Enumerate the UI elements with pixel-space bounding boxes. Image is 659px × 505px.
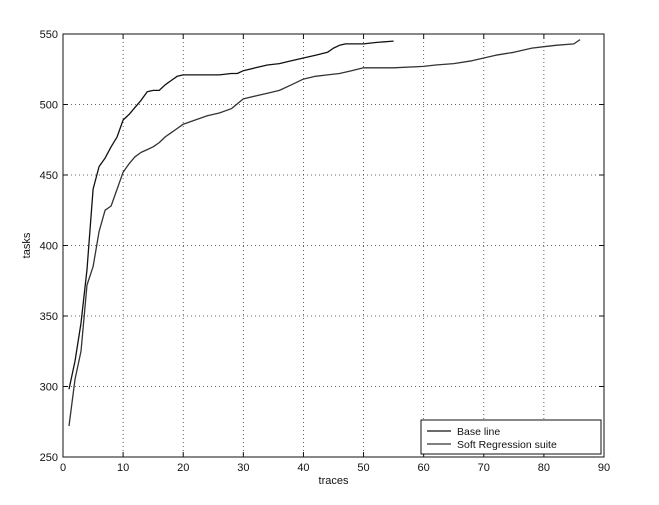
legend-label-base-line: Base line bbox=[457, 426, 500, 438]
x-tick-label: 60 bbox=[418, 462, 430, 474]
series-line-soft-regression-suite bbox=[68, 39, 581, 427]
x-tick-label: 50 bbox=[357, 462, 369, 474]
y-tick-label: 400 bbox=[40, 241, 58, 253]
x-tick-label: 40 bbox=[297, 462, 309, 474]
series-line-base-line bbox=[68, 40, 394, 390]
y-tick-label: 450 bbox=[40, 170, 58, 182]
legend-label-soft-regression-suite: Soft Regression suite bbox=[457, 439, 557, 451]
legend: Base line Soft Regression suite bbox=[420, 419, 602, 455]
y-axis-label: tasks bbox=[21, 232, 33, 258]
legend-box bbox=[420, 419, 602, 455]
grid-layer bbox=[63, 34, 604, 457]
x-tick-label: 0 bbox=[60, 462, 66, 474]
x-tick-label: 70 bbox=[478, 462, 490, 474]
y-tick-label: 350 bbox=[40, 311, 58, 323]
x-tick-label: 10 bbox=[117, 462, 129, 474]
series-layer bbox=[68, 39, 581, 427]
x-tick-label: 20 bbox=[177, 462, 189, 474]
y-tick-label: 500 bbox=[40, 100, 58, 112]
x-tick-label: 80 bbox=[538, 462, 550, 474]
ticks-layer: 0 10 20 30 40 50 60 70 80 90 250 300 350 400 450 500 550 bbox=[40, 29, 610, 474]
y-tick-label: 550 bbox=[40, 29, 58, 41]
x-tick-label: 30 bbox=[237, 462, 249, 474]
y-tick-label: 250 bbox=[40, 452, 58, 464]
x-tick-label: 90 bbox=[598, 462, 610, 474]
x-axis-label: traces bbox=[319, 475, 349, 487]
y-tick-label: 300 bbox=[40, 382, 58, 394]
